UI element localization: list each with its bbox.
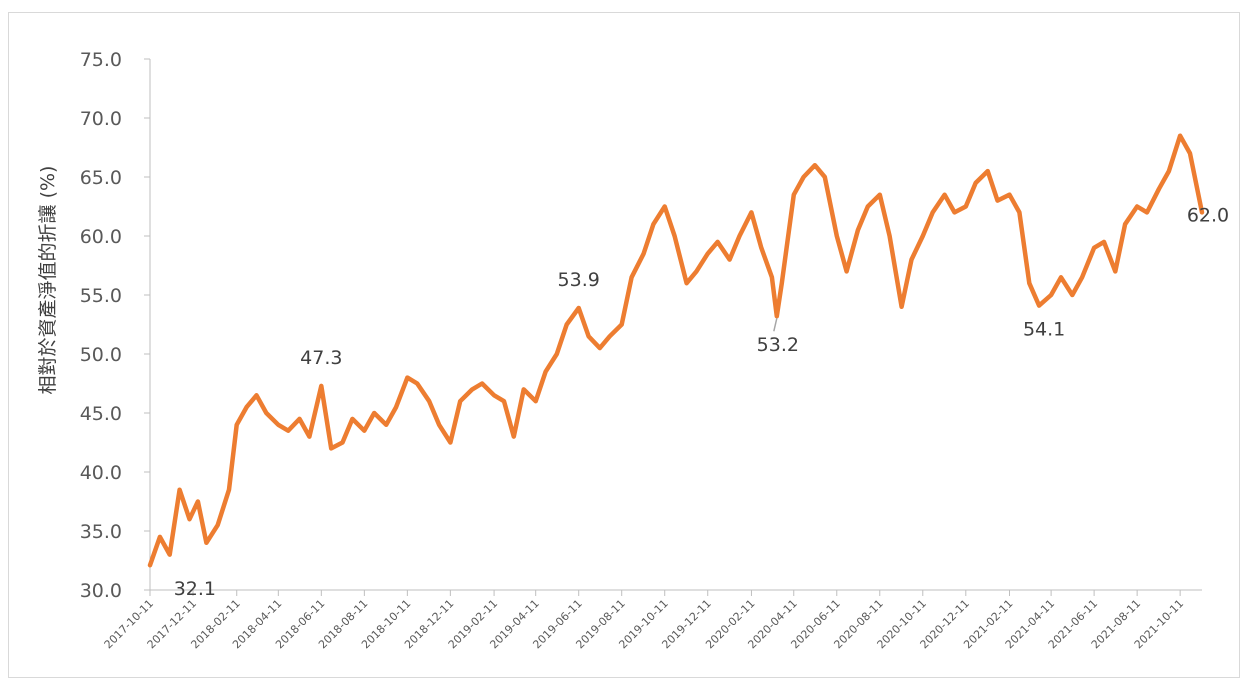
data-label: 62.0: [1187, 204, 1229, 226]
series-layer: [147, 133, 1205, 568]
y-tick-label: 40.0: [80, 462, 122, 484]
data-label: 53.9: [558, 269, 600, 291]
chart-frame: [8, 12, 1240, 678]
data-label: 53.2: [757, 334, 799, 356]
y-tick-label: 55.0: [80, 285, 122, 307]
y-tick-label: 30.0: [80, 580, 122, 602]
data-label: 32.1: [174, 578, 216, 600]
y-axis-label: 相對於資產淨值的折讓 (%): [37, 166, 59, 395]
y-tick-label: 50.0: [80, 344, 122, 366]
y-axis: 30.0 35.0 40.0 45.0 50.0 55.0 60.0 65.0 70.0 75.0: [80, 49, 151, 602]
y-tick-label: 70.0: [80, 108, 122, 130]
data-label: 47.3: [300, 347, 342, 369]
data-label: 54.1: [1023, 319, 1065, 341]
y-tick-label: 65.0: [80, 167, 122, 189]
y-tick-label: 35.0: [80, 521, 122, 543]
x-axis: 2017-10-112017-12-112018-02-112018-04-11…: [102, 589, 1202, 651]
annotation-leader-line: [773, 318, 778, 332]
annotation-layer: 32.1 47.3 53.9 53.2 54.1 62.0: [174, 204, 1229, 600]
y-tick-label: 60.0: [80, 226, 122, 248]
y-tick-label: 45.0: [80, 403, 122, 425]
y-tick-label: 75.0: [80, 49, 122, 71]
